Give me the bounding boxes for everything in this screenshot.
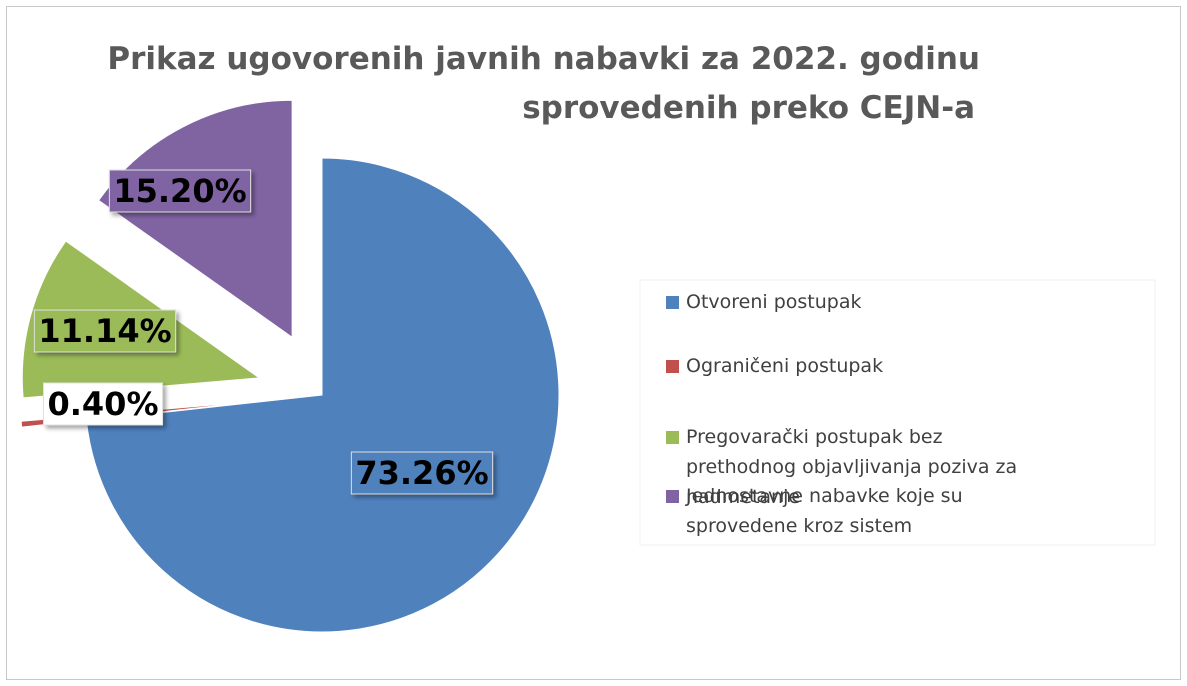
data-label-box — [108, 169, 252, 213]
legend-label: Otvoreni postupak — [686, 291, 862, 313]
chart-title: Prikaz ugovorenih javnih nabavki za 2022… — [107, 41, 980, 77]
data-label-box — [350, 451, 494, 495]
data-label: 15.20% — [113, 172, 246, 210]
data-label-box — [33, 309, 177, 353]
legend-label: Pregovarački postupak bez prethodnog obj… — [686, 426, 1018, 508]
chart-border — [6, 6, 1181, 680]
legend-swatch — [666, 431, 679, 444]
legend-entry: Pregovarački postupak bez prethodnog obj… — [666, 422, 1046, 512]
legend-label: Jednostavne nabavke koje su sprovedene k… — [686, 485, 963, 537]
legend-swatch — [666, 360, 679, 373]
pie-slice — [85, 157, 560, 633]
legend-swatch — [666, 296, 679, 309]
data-label: 11.14% — [38, 312, 171, 350]
legend-entry: Ograničeni postupak — [666, 351, 1166, 381]
legend-swatch — [666, 490, 679, 503]
data-label-box — [42, 382, 164, 426]
legend-box — [639, 279, 1156, 546]
legend-entry: Otvoreni postupak — [666, 287, 1166, 317]
data-label: 0.40% — [47, 385, 158, 423]
chart-title: sprovedenih preko CEJN-a — [522, 90, 975, 126]
legend-entry: Jednostavne nabavke koje su sprovedene k… — [666, 481, 1046, 541]
legend-label: Ograničeni postupak — [686, 355, 884, 377]
data-label: 73.26% — [355, 454, 488, 492]
